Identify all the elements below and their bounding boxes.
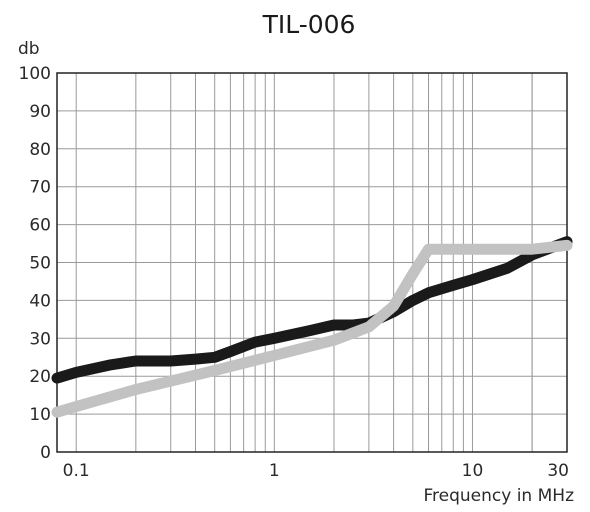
y-tick-label: 80: [29, 140, 51, 160]
y-axis-label: db: [18, 39, 40, 59]
x-tick-label: 30: [547, 461, 569, 481]
y-tick-labels: 0 10 20 30 40 50 60 70 80 90 100: [19, 64, 51, 463]
y-tick-label: 100: [19, 64, 51, 84]
y-tick-label: 90: [29, 102, 51, 122]
x-tick-label: 1: [269, 461, 280, 481]
y-tick-label: 10: [29, 405, 51, 425]
x-tick-label: 0.1: [63, 461, 90, 481]
grid-lines: [57, 73, 567, 452]
y-tick-label: 60: [29, 216, 51, 236]
x-tick-labels: 0.1 1 10 30: [63, 461, 569, 481]
y-tick-label: 30: [29, 329, 51, 349]
y-tick-label: 50: [29, 254, 51, 274]
data-series: [51, 236, 573, 418]
x-tick-label: 10: [462, 461, 484, 481]
series-line-1: [51, 236, 573, 384]
series-line-2: [51, 239, 573, 418]
y-tick-label: 0: [40, 443, 51, 463]
y-tick-label: 20: [29, 367, 51, 387]
plot-frame: [56, 72, 568, 453]
y-tick-label: 40: [29, 291, 51, 311]
y-tick-label: 70: [29, 178, 51, 198]
chart-title: TIL-006: [262, 10, 356, 39]
x-axis-label: Frequency in MHz: [423, 486, 574, 506]
